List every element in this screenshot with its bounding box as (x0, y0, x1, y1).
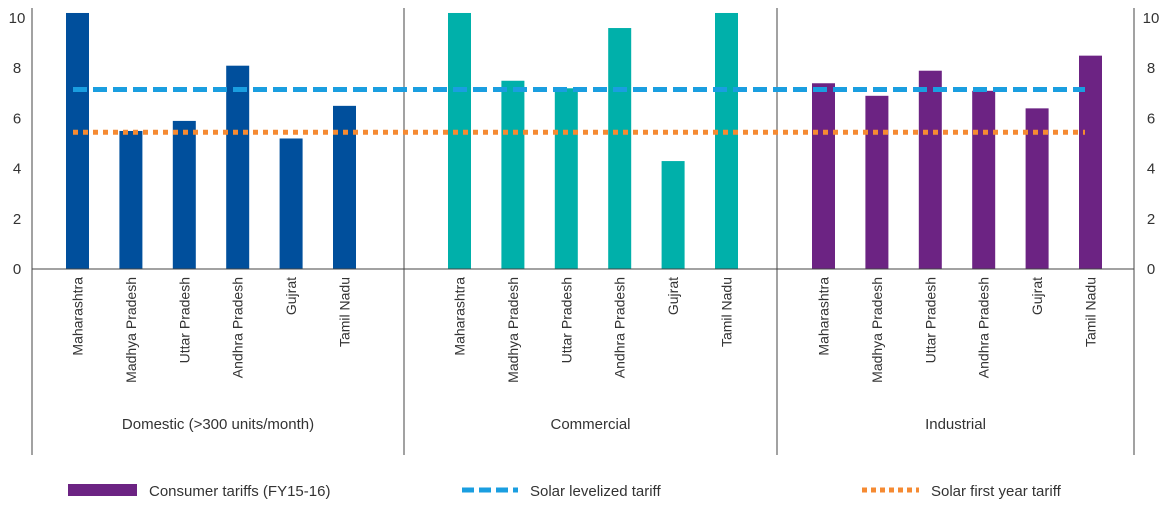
category-label: Andhra Pradesh (612, 277, 628, 378)
y-tick-label-left: 4 (13, 161, 21, 178)
y-tick-label-left: 2 (13, 211, 21, 228)
category-label: Tamil Nadu (1083, 277, 1099, 347)
bar-madhya-pradesh (865, 95, 889, 269)
category-label: Gujrat (665, 277, 681, 315)
y-tick-label-right: 0 (1147, 261, 1155, 278)
category-label: Uttar Pradesh (922, 277, 938, 363)
y-tick-label-right: 8 (1147, 60, 1155, 77)
legend-label: Solar first year tariff (931, 483, 1062, 500)
category-label: Tamil Nadu (719, 277, 735, 347)
bar-andhra-pradesh (972, 90, 996, 269)
bar-tamil-nadu (333, 105, 356, 269)
category-label: Uttar Pradesh (558, 277, 574, 363)
category-label: Uttar Pradesh (176, 277, 192, 363)
group-label: Commercial (550, 416, 630, 433)
bar-andhra-pradesh (608, 28, 632, 269)
bar-uttar-pradesh (172, 120, 196, 269)
category-label: Gujrat (1029, 277, 1045, 315)
group-label: Industrial (925, 416, 986, 433)
legend-swatch-bar (68, 484, 137, 496)
category-label: Andhra Pradesh (976, 277, 992, 378)
category-label: Gujrat (283, 277, 299, 315)
bar-andhra-pradesh (226, 65, 250, 269)
y-tick-label-left: 8 (13, 60, 21, 77)
category-label: Tamil Nadu (337, 277, 353, 347)
category-label: Madhya Pradesh (869, 277, 885, 383)
bar-gujrat (279, 138, 303, 269)
legend-label: Solar levelized tariff (530, 483, 661, 500)
bar-gujrat (661, 161, 685, 269)
bar-gujrat (1025, 108, 1049, 269)
legend-label: Consumer tariffs (FY15-16) (149, 483, 330, 500)
category-label: Maharashtra (816, 277, 832, 356)
y-tick-label-right: 2 (1147, 211, 1155, 228)
y-tick-label-left: 10 (9, 10, 26, 27)
bar-tamil-nadu (1079, 55, 1102, 270)
category-label: Andhra Pradesh (230, 277, 246, 378)
y-tick-label-right: 4 (1147, 161, 1155, 178)
bar-tamil-nadu (715, 12, 738, 269)
y-tick-label-right: 6 (1147, 110, 1155, 127)
y-tick-label-left: 0 (13, 261, 21, 278)
bar-madhya-pradesh (119, 130, 143, 269)
bar-uttar-pradesh (918, 70, 942, 270)
bar-madhya-pradesh (501, 80, 525, 269)
category-label: Maharashtra (452, 277, 468, 356)
y-tick-label-right: 10 (1143, 10, 1160, 27)
bar-maharashtra (66, 12, 89, 269)
bar-uttar-pradesh (554, 88, 578, 269)
category-label: Madhya Pradesh (505, 277, 521, 383)
category-label: Madhya Pradesh (123, 277, 139, 383)
group-label: Domestic (>300 units/month) (122, 416, 314, 433)
category-label: Maharashtra (70, 277, 86, 356)
y-tick-label-left: 6 (13, 110, 21, 127)
bar-maharashtra (448, 12, 471, 269)
bar-maharashtra (812, 83, 835, 269)
